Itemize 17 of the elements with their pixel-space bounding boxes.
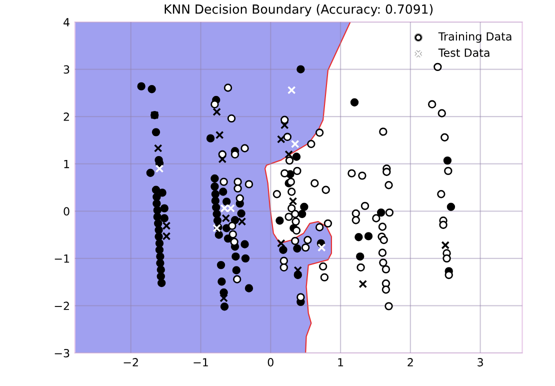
legend-label: Training Data <box>438 32 512 43</box>
y-tick-label: 2 <box>64 112 69 121</box>
y-tick-label: 0 <box>64 207 70 216</box>
y-tick-label: 1 <box>64 160 70 168</box>
y-tick-label: 3 <box>64 65 70 74</box>
x-tick-label: −2 <box>124 358 138 366</box>
y-tick-label: −1 <box>54 254 70 263</box>
x-tick-label: −1 <box>194 358 208 366</box>
y-tick-label: 4 <box>64 18 70 26</box>
legend-label: Test Data <box>438 48 490 57</box>
x-tick-label: 3 <box>478 358 483 366</box>
y-tick-label: −2 <box>54 302 69 310</box>
y-tick-label: −3 <box>54 348 70 358</box>
x-tick-label: 0 <box>268 358 274 366</box>
chart-title: KNN Decision Boundary (Accuracy: 0.7091) <box>164 4 433 16</box>
x-tick-label: 2 <box>408 358 413 366</box>
x-tick-label: 1 <box>338 358 344 366</box>
